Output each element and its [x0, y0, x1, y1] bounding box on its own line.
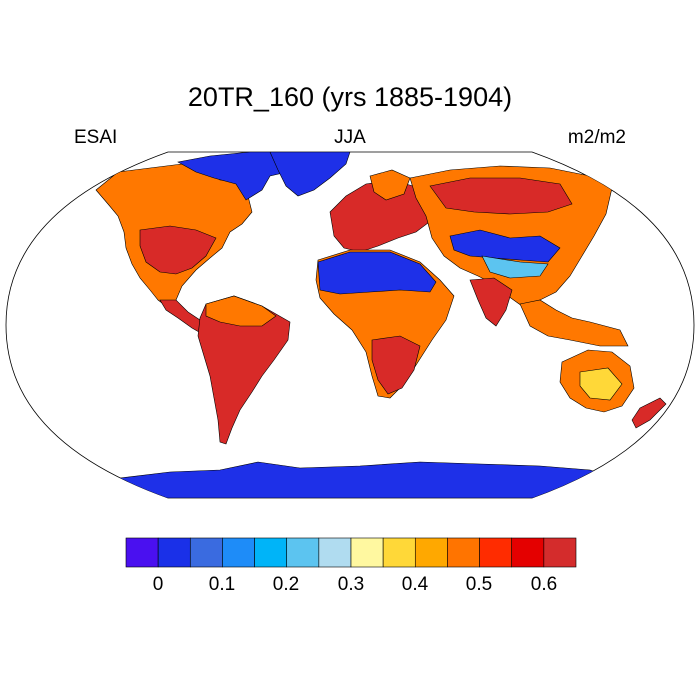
- colorbar-swatch: [318, 537, 352, 568]
- colorbar-tick-label: 0.2: [272, 574, 300, 595]
- colorbar-swatch: [511, 537, 545, 568]
- colorbar-swatch: [447, 537, 480, 568]
- land-africa-south-red: [371, 335, 421, 395]
- colorbar-swatch: [157, 537, 191, 568]
- land-asia-central-blue: [449, 229, 561, 263]
- colorbar-swatch: [479, 537, 513, 568]
- colorbar-tick-label: 0.4: [401, 574, 429, 595]
- colorbar-swatch: [222, 537, 255, 568]
- land-asia-central-light: [481, 255, 549, 279]
- land-sahara: [317, 251, 437, 295]
- units-label: m2/m2: [567, 127, 626, 148]
- colorbar-tick-label: 0.1: [208, 574, 236, 595]
- land-south-america-north: [205, 295, 277, 327]
- colorbar-swatch: [189, 537, 223, 568]
- colorbar-tick-label: 0.3: [337, 574, 365, 595]
- colorbar-tick-label: 0.6: [530, 574, 558, 595]
- land-india: [469, 277, 513, 327]
- land-south-america: [197, 295, 291, 445]
- land-southeast-asia: [519, 299, 629, 347]
- colorbar-swatch: [350, 537, 384, 568]
- land-scandinavia: [369, 169, 411, 201]
- land-asia-north-red: [429, 177, 573, 215]
- variable-label: ESAI: [74, 127, 118, 148]
- land-north-america-east: [139, 225, 217, 275]
- land-europe: [329, 179, 439, 253]
- colorbar-swatch: [254, 537, 288, 568]
- colorbar-swatch: [125, 537, 159, 568]
- colorbar-swatch: [414, 537, 448, 568]
- season-label: JJA: [334, 127, 366, 148]
- land-australia-interior: [579, 367, 623, 401]
- colorbar-tick-label: 0.5: [465, 574, 493, 595]
- land-greenland: [269, 152, 351, 197]
- colorbar: [125, 537, 577, 568]
- colorbar-swatch: [382, 537, 416, 568]
- land-new-zealand: [631, 397, 667, 429]
- map-title: 20TR_160 (yrs 1885-1904): [187, 82, 513, 112]
- colorbar-swatch: [543, 537, 577, 568]
- colorbar-tick-label: 0: [152, 574, 164, 595]
- colorbar-swatch: [286, 537, 320, 568]
